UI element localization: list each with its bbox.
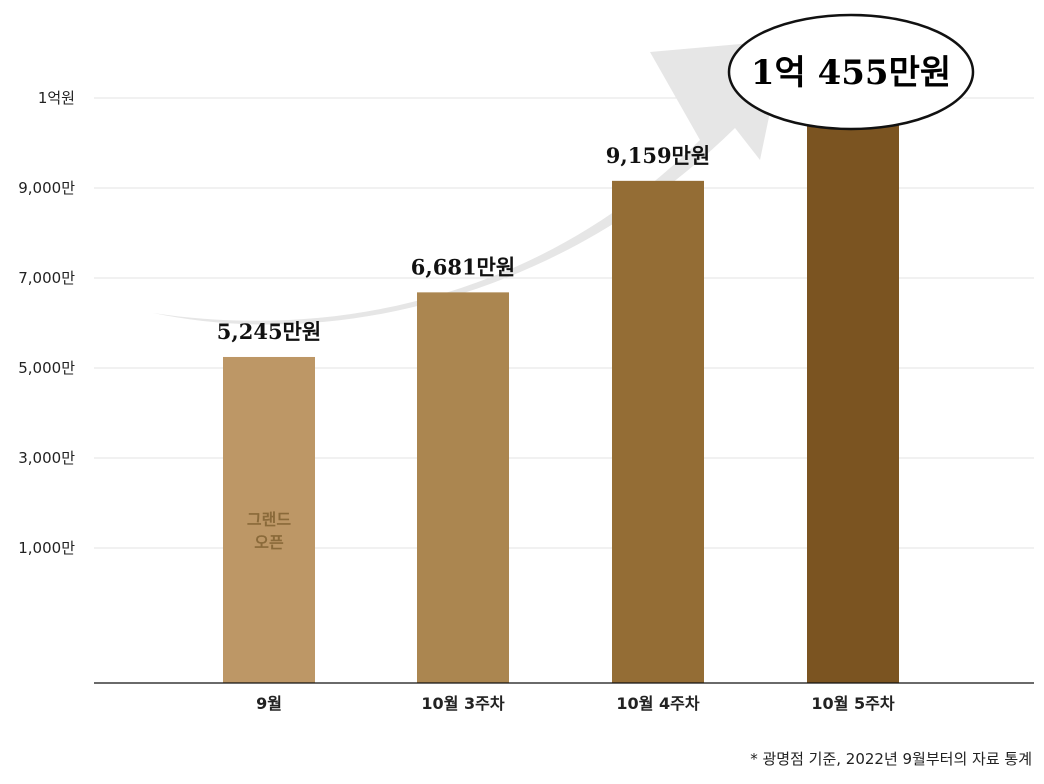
bar xyxy=(612,180,704,683)
y-tick-label: 7,000만 xyxy=(18,269,75,287)
callout-ellipse xyxy=(727,13,975,131)
data-label: 6,681만원 xyxy=(411,254,515,279)
bar xyxy=(417,292,509,683)
x-tick-label: 10월 5주차 xyxy=(811,694,894,713)
y-tick-label: 3,000만 xyxy=(18,449,75,467)
footnote: * 광명점 기준, 2022년 9월부터의 자료 통계 xyxy=(750,750,1032,768)
bar-note: 오픈 xyxy=(254,533,284,552)
bar-note: 그랜드 xyxy=(247,510,291,529)
x-tick-label: 9월 xyxy=(256,694,282,713)
y-tick-label: 1,000만 xyxy=(18,539,75,557)
y-tick-label: 1억원 xyxy=(38,89,75,107)
bar xyxy=(807,122,899,683)
x-tick-label: 10월 3주차 xyxy=(421,694,504,713)
y-tick-label: 9,000만 xyxy=(18,179,75,197)
data-label: 1억 455만원 xyxy=(751,53,951,93)
bar xyxy=(223,356,315,683)
data-label: 9,159만원 xyxy=(606,143,710,168)
data-label: 5,245만원 xyxy=(217,319,321,344)
x-tick-label: 10월 4주차 xyxy=(616,694,699,713)
y-tick-label: 5,000만 xyxy=(18,359,75,377)
